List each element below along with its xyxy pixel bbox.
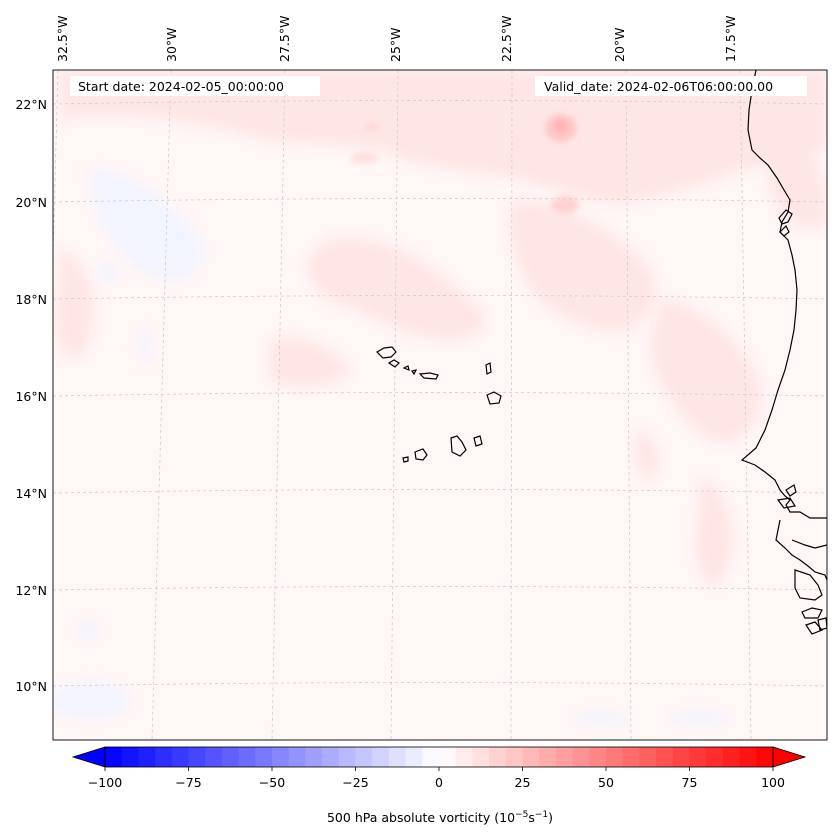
colorbar-segment <box>338 747 356 767</box>
cape-verde-islands <box>376 346 502 463</box>
colorbar-segment <box>171 747 189 767</box>
colorbar-segment <box>455 747 473 767</box>
colorbar-segment <box>639 747 657 767</box>
colorbar-segment <box>756 747 774 767</box>
lat-label: 10°N <box>15 679 47 694</box>
colorbar-segment <box>422 747 440 767</box>
colorbar-segment <box>606 747 624 767</box>
colorbar-segment <box>539 747 557 767</box>
lat-label: 16°N <box>15 389 47 404</box>
colorbar-segment <box>155 747 173 767</box>
colorbar-segment <box>238 747 256 767</box>
vorticity-field <box>53 70 827 724</box>
graticule <box>53 70 827 740</box>
colorbar-tick-label: 75 <box>682 775 698 790</box>
lat-label: 14°N <box>15 486 47 501</box>
colorbar-segment <box>706 747 724 767</box>
colorbar-segment <box>572 747 590 767</box>
lon-label: 27.5°W <box>277 16 292 62</box>
colorbar-segment <box>355 747 373 767</box>
colorbar-label: 500 hPa absolute vorticity (10−5s−1) <box>327 810 553 825</box>
colorbar-segment <box>272 747 290 767</box>
colorbar-segment <box>288 747 306 767</box>
colorbar-label-text: 500 hPa absolute vorticity (10 <box>327 810 515 825</box>
colorbar-segment <box>255 747 273 767</box>
colorbar-label-unit: s <box>528 810 535 825</box>
colorbar-tick-label: −50 <box>259 775 285 790</box>
start-date-box <box>70 76 320 96</box>
colorbar-ticks: −100 −75 −50 −25 0 25 50 75 100 <box>88 767 785 790</box>
coastlines <box>376 70 827 635</box>
colorbar-segment <box>472 747 490 767</box>
colorbar-segment <box>138 747 156 767</box>
colorbar-label-unit-exp: −1 <box>535 810 548 820</box>
colorbar-segments <box>105 747 774 767</box>
colorbar-segment <box>739 747 757 767</box>
colorbar-segment <box>221 747 240 767</box>
negative-vorticity-patches <box>53 170 730 724</box>
colorbar-segment <box>689 747 707 767</box>
colorbar-label-exp: −5 <box>515 810 528 820</box>
lon-label: 17.5°W <box>723 16 738 62</box>
valid-date-box <box>535 76 807 96</box>
lat-label: 22°N <box>15 97 47 112</box>
colorbar-segment <box>439 747 457 767</box>
colorbar-tick-label: −25 <box>342 775 368 790</box>
colorbar-segment <box>555 747 574 767</box>
colorbar-segment <box>121 747 139 767</box>
colorbar-tick-label: −75 <box>175 775 201 790</box>
colorbar-segment <box>388 747 407 767</box>
colorbar-segment <box>505 747 523 767</box>
longitude-labels: 32.5°W 30°W 27.5°W 25°W 22.5°W 20°W 17.5… <box>55 16 738 62</box>
colorbar-segment <box>589 747 607 767</box>
colorbar-segment <box>405 747 423 767</box>
lon-label: 30°W <box>164 27 179 62</box>
valid-date-label: Valid_date: 2024-02-06T06:00:00.00 <box>544 79 773 94</box>
colorbar: −100 −75 −50 −25 0 25 50 75 100 500 hPa absolute… <box>71 746 807 825</box>
colorbar-segment <box>322 747 340 767</box>
colorbar-tick-label: −100 <box>88 775 122 790</box>
start-date-label: Start date: 2024-02-05_00:00:00 <box>78 79 284 94</box>
colorbar-segment <box>622 747 640 767</box>
lat-label: 12°N <box>15 583 47 598</box>
colorbar-segment <box>722 747 741 767</box>
colorbar-segment <box>205 747 223 767</box>
african-coastline <box>740 70 827 519</box>
colorbar-segment <box>522 747 540 767</box>
latitude-labels: 22°N 20°N 18°N 16°N 14°N 12°N 10°N <box>15 97 47 694</box>
colorbar-extend-min <box>71 746 106 768</box>
colorbar-tick-label: 50 <box>598 775 614 790</box>
colorbar-tick-label: 100 <box>761 775 785 790</box>
colorbar-tick-label: 25 <box>515 775 531 790</box>
lat-label: 18°N <box>15 292 47 307</box>
colorbar-tick-label: 0 <box>435 775 443 790</box>
colorbar-segment <box>672 747 690 767</box>
lon-label: 22.5°W <box>499 16 514 62</box>
positive-vorticity-patches <box>55 70 827 586</box>
colorbar-segment <box>305 747 323 767</box>
lon-label: 20°W <box>612 27 627 62</box>
colorbar-segment <box>372 747 390 767</box>
map-frame <box>52 69 828 741</box>
lon-label: 32.5°W <box>55 16 70 62</box>
colorbar-label-close: ) <box>548 810 553 825</box>
colorbar-segment <box>489 747 507 767</box>
positive-vorticity-maxima <box>351 114 579 214</box>
lat-label: 20°N <box>15 195 47 210</box>
map-panel: Start date: 2024-02-05_00:00:00 Valid_da… <box>52 69 828 741</box>
colorbar-segment <box>188 747 206 767</box>
colorbar-extend-max <box>772 746 807 768</box>
colorbar-segment <box>105 747 123 767</box>
lon-label: 25°W <box>388 27 403 62</box>
colorbar-segment <box>656 747 674 767</box>
